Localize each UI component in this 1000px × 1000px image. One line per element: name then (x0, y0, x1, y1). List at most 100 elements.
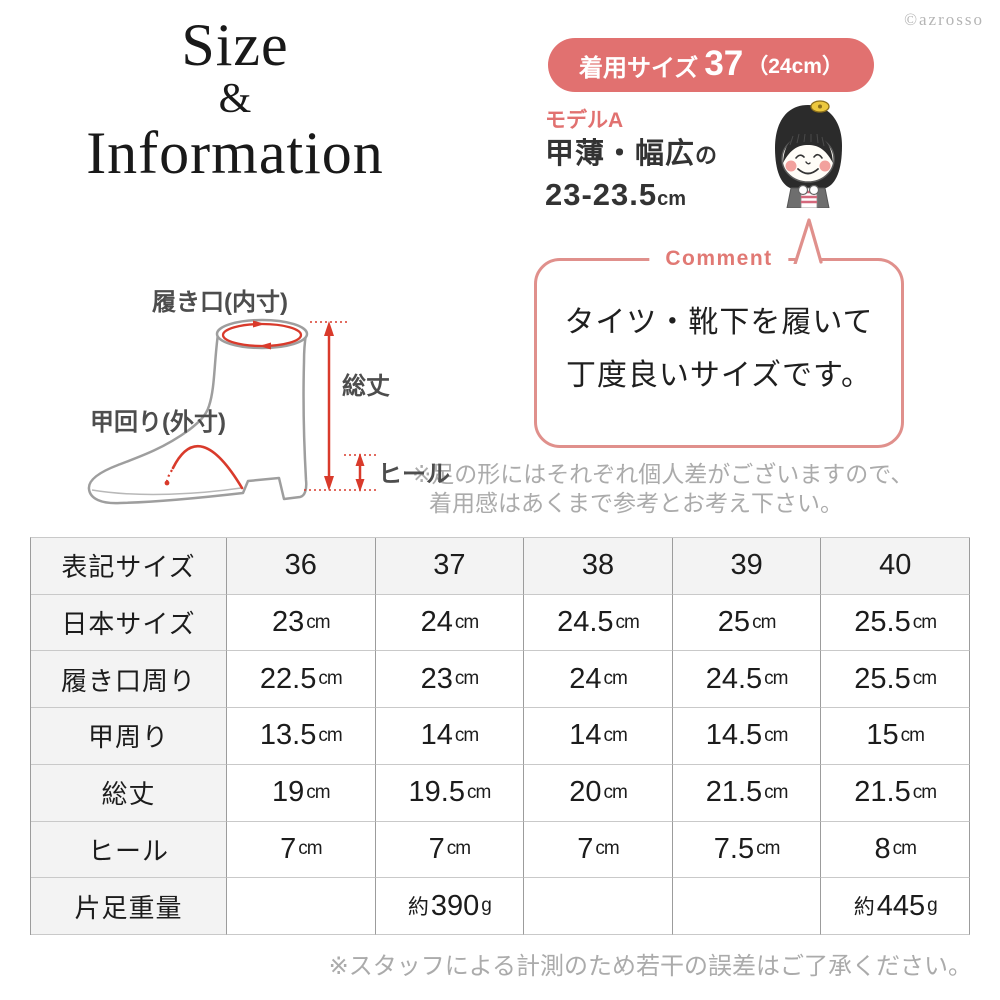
table-cell: 22.5 cm (227, 651, 376, 709)
model-foot-size-value: 23-23.5 (545, 177, 658, 212)
table-row-label: 甲周り (31, 708, 227, 765)
comment-text: タイツ・靴下を履いて 丁度良いサイズです。 (537, 257, 901, 441)
table-cell: 19 cm (227, 764, 376, 822)
table-cell: 25.5 cm (821, 594, 970, 652)
instep-measure-dotted (165, 469, 173, 482)
heel-arrow-top (355, 453, 365, 466)
table-cell: 21.5 cm (672, 764, 822, 822)
table-cell: 24.5 cm (672, 651, 822, 709)
girl-eye-left (795, 154, 805, 159)
girl-nose (805, 161, 811, 165)
label-instep: 甲回り(外寸) (90, 408, 226, 436)
fit-size-badge: 着用サイズ 37 （24cm） (548, 38, 874, 92)
table-cell: 約 445 g (821, 878, 970, 935)
fit-disclaimer: ※足の形にはそれぞれ個人差がございますので、 着用感はあくまで参考とお考え下さい… (412, 460, 913, 518)
table-cell: 19.5 cm (375, 764, 525, 822)
model-foot-size-unit: cm (657, 188, 687, 210)
bubble-tail-fill (795, 220, 822, 264)
table-header-size: 38 (524, 538, 673, 595)
opening-arrow-bottom (259, 342, 271, 350)
comment-line-1: タイツ・靴下を履いて (564, 306, 874, 339)
size-table: 表記サイズ 36 37 38 39 40 日本サイズ 23 cm 24 cm 24.5 cm 25 cm 25… (30, 537, 970, 935)
table-cell: 23 cm (375, 651, 525, 709)
model-foot-size: 23-23.5cm (545, 176, 718, 218)
table-cell: 25.5 cm (821, 651, 970, 709)
table-cell: 13.5 cm (227, 708, 376, 765)
boot-measurement-diagram: 履き口(内寸) 甲回り(外寸) 総丈 ヒール (87, 289, 450, 505)
table-cell: 14 cm (524, 708, 673, 765)
fit-size-prefix: 着用サイズ (579, 54, 699, 82)
table-header-size: 39 (672, 538, 822, 595)
boot-outline (87, 332, 308, 505)
table-row-label: 日本サイズ (31, 594, 227, 652)
girl-eye-right (813, 153, 823, 159)
table-cell: 14 cm (375, 708, 525, 765)
girl-cheek-left (785, 160, 797, 172)
model-info: モデルA 甲薄・幅広の 23-23.5cm (545, 108, 718, 218)
table-cell: 15 cm (821, 708, 970, 765)
model-girl-illustration (775, 100, 842, 208)
table-header-label: 表記サイズ (31, 538, 227, 595)
opening-arrow-top (253, 320, 265, 328)
table-cell: 24.5 cm (524, 594, 673, 652)
label-total-height: 総丈 (342, 372, 390, 400)
girl-hand-left (797, 184, 809, 196)
fit-size-value: 37 (704, 43, 744, 83)
table-header-size: 37 (375, 538, 525, 595)
table-cell: 25 cm (672, 594, 822, 652)
table-row-label: 片足重量 (31, 878, 227, 935)
girl-bang-strands (789, 133, 825, 147)
girl-hair-bow-center (818, 104, 822, 109)
comment-bubble: Comment タイツ・靴下を履いて 丁度良いサイズです。 (534, 218, 904, 448)
table-cell: 20 cm (524, 764, 673, 822)
model-feature-text: 甲薄・幅広 (545, 138, 696, 170)
table-cell: 24 cm (375, 594, 525, 652)
model-foot-feature: 甲薄・幅広の (545, 134, 718, 176)
table-cell: 7 cm (227, 821, 376, 879)
girl-mouth (797, 168, 819, 175)
instep-measure-arc (171, 445, 244, 490)
table-row-label: 履き口周り (31, 651, 227, 709)
bubble-tail (793, 218, 823, 264)
title-line-size: Size (181, 12, 289, 78)
table-cell: 7 cm (375, 821, 525, 879)
fit-size-cm: （24cm） (747, 55, 843, 78)
label-opening: 履き口(内寸) (152, 289, 288, 316)
height-arrow-top (324, 321, 334, 336)
table-cell: 約 390 g (375, 878, 525, 935)
girl-cheek-right (819, 160, 831, 172)
boot-sole-line (91, 487, 242, 496)
fit-disclaimer-line-2: 着用感はあくまで参考とお考え下さい。 (429, 490, 843, 516)
table-cell (672, 878, 822, 935)
table-cell (227, 878, 376, 935)
model-name: モデルA (545, 109, 624, 132)
copyright-watermark: ©azrosso (904, 10, 984, 29)
comment-label: Comment (649, 247, 789, 271)
heel-arrow-bottom (355, 479, 365, 492)
measurement-disclaimer: ※スタッフによる計測のため若干の誤差はご了承ください。 (328, 953, 972, 980)
girl-bangs (783, 134, 833, 163)
comment-line-2: 丁度良いサイズです。 (565, 359, 873, 392)
table-row-label: 総丈 (31, 764, 227, 822)
table-cell: 7.5 cm (672, 821, 822, 879)
table-cell: 21.5 cm (821, 764, 970, 822)
table-header-size: 40 (821, 538, 970, 595)
instep-measure-dot (164, 480, 170, 486)
table-cell: 14.5 cm (672, 708, 822, 765)
page-title: Size & Information (0, 14, 470, 184)
fit-disclaimer-line-1: ※足の形にはそれぞれ個人差がございますので、 (412, 461, 914, 487)
girl-hand-right (808, 184, 820, 196)
title-line-information: Information (86, 120, 384, 186)
table-cell (524, 878, 673, 935)
table-cell: 7 cm (524, 821, 673, 879)
title-ampersand: & (218, 76, 252, 122)
table-cell: 24 cm (524, 651, 673, 709)
table-cell: 8 cm (821, 821, 970, 879)
label-heel: ヒール (378, 461, 450, 488)
model-feature-particle: の (695, 143, 719, 168)
table-row-label: ヒール (31, 821, 227, 879)
bubble-tail-stroke (793, 218, 823, 264)
table-header-size: 36 (227, 538, 376, 595)
table-cell: 23 cm (227, 594, 376, 652)
